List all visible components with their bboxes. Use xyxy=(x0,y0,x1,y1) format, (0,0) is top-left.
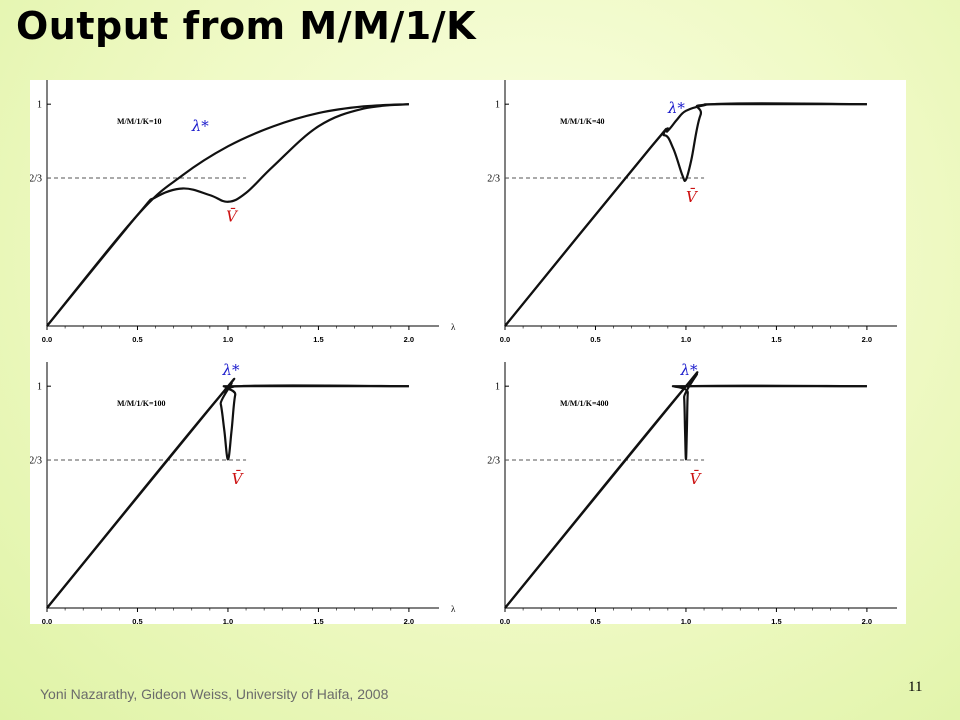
lambda-star-label: λ* xyxy=(191,117,210,135)
chart-panel-k-10: 0.0 0.5 1.0 1.5 2.0 λ 2/3 1 M/M/1/K=10 λ* V̄ xyxy=(30,80,456,344)
chart-title: M/M/1/K=100 xyxy=(117,399,166,408)
chart-panel-k-100: 0.0 0.5 1.0 1.5 2.0 λ 2/3 1 M/M/1/K=100 λ* V̄ xyxy=(30,361,456,624)
chart-title: M/M/1/K=10 xyxy=(117,117,162,126)
footer-credit: Yoni Nazarathy, Gideon Weiss, University… xyxy=(40,686,389,702)
x-axis-label: λ xyxy=(451,322,456,332)
x-tick-label: 1.5 xyxy=(313,617,323,624)
x-tick-label: 0.0 xyxy=(500,335,510,344)
lambda-star-label: λ* xyxy=(222,361,241,379)
slide-title: Output from M/M/1/K xyxy=(16,4,477,48)
chart-title: M/M/1/K=40 xyxy=(560,117,605,126)
x-tick-label: 2.0 xyxy=(404,335,414,344)
x-tick-label: 1.5 xyxy=(771,617,781,624)
x-tick-label: 0.5 xyxy=(132,617,142,624)
x-tick-label: 0.0 xyxy=(42,617,52,624)
vbar-label: V̄ xyxy=(226,208,239,226)
vbar-curve xyxy=(46,382,409,609)
y-tick-label: 2/3 xyxy=(487,174,500,185)
x-tick-label: 1.0 xyxy=(681,617,691,624)
vbar-curve xyxy=(504,102,867,327)
lambda-star-curve xyxy=(504,102,867,327)
x-tick-label: 2.0 xyxy=(404,617,414,624)
x-tick-label: 0.5 xyxy=(590,617,600,624)
x-tick-label: 1.0 xyxy=(681,335,691,344)
x-tick-label: 0.0 xyxy=(500,617,510,624)
vbar-curve xyxy=(504,372,867,609)
x-tick-label: 0.0 xyxy=(42,335,52,344)
chart-figure: 0.0 0.5 1.0 1.5 2.0 λ 2/3 1 M/M/1/K=10 λ* V̄ 0.0 0.5… xyxy=(30,80,906,624)
lambda-star-label: λ* xyxy=(667,99,686,117)
x-tick-label: 1.0 xyxy=(223,617,233,624)
page-number: 11 xyxy=(908,679,923,695)
chart-panel-k-40: 0.00.51.01.52.0λ2/31M/M/1/K=40λ*V̄ xyxy=(487,80,897,344)
y-tick-label: 1 xyxy=(37,100,42,111)
x-axis-label: λ xyxy=(451,604,456,614)
x-tick-label: 2.0 xyxy=(862,335,872,344)
chart-title: M/M/1/K=400 xyxy=(560,399,609,408)
y-tick-label: 2/3 xyxy=(487,456,500,467)
x-tick-label: 0.5 xyxy=(132,335,142,344)
y-tick-label: 1 xyxy=(495,382,500,393)
vbar-label: V̄ xyxy=(690,470,703,488)
lambda-star-label: λ* xyxy=(680,361,699,379)
x-tick-label: 1.5 xyxy=(313,335,323,344)
vbar-label: V̄ xyxy=(686,188,699,206)
x-tick-label: 1.5 xyxy=(771,335,781,344)
x-tick-label: 0.5 xyxy=(590,335,600,344)
y-tick-label: 2/3 xyxy=(30,456,42,467)
y-tick-label: 1 xyxy=(495,100,500,111)
vbar-label: V̄ xyxy=(232,470,245,488)
x-tick-label: 1.0 xyxy=(223,335,233,344)
x-tick-label: 2.0 xyxy=(862,617,872,624)
chart-grid: 0.0 0.5 1.0 1.5 2.0 λ 2/3 1 M/M/1/K=10 λ* V̄ 0.0 0.5… xyxy=(30,80,897,624)
lambda-star-curve xyxy=(46,377,409,609)
y-tick-label: 1 xyxy=(37,382,42,393)
y-tick-label: 2/3 xyxy=(30,174,42,185)
vbar-curve xyxy=(46,103,410,327)
